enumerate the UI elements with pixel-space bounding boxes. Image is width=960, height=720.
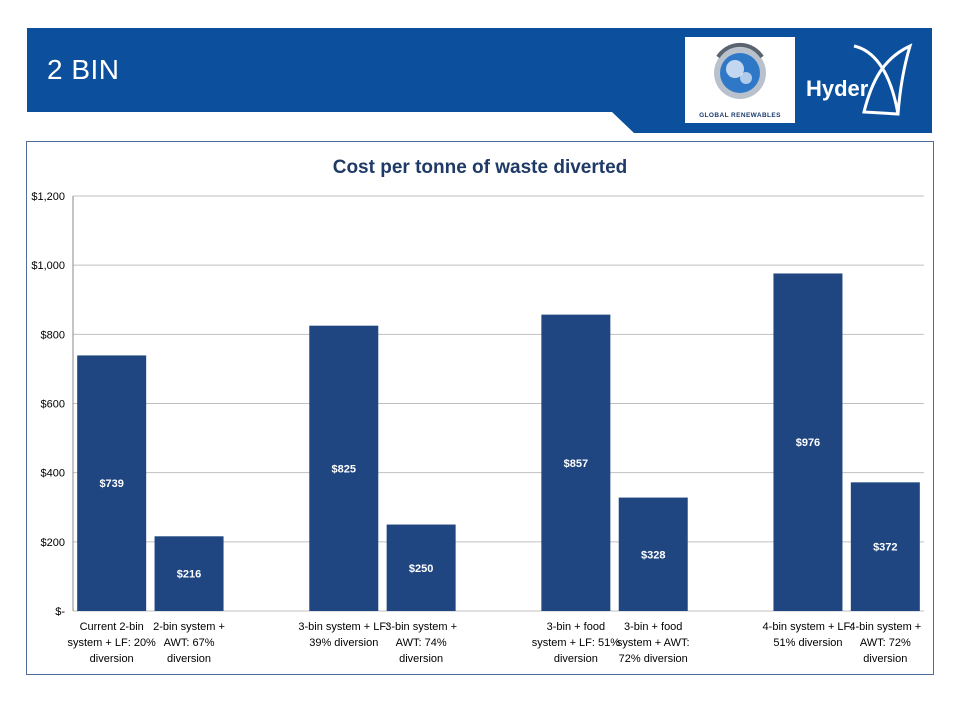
x-tick-label: 3-bin system + LF:	[298, 621, 389, 633]
x-tick-label: diversion	[167, 653, 211, 665]
data-label: $739	[99, 478, 123, 490]
y-tick-label: $800	[41, 329, 65, 341]
x-tick-label: system + LF: 51%	[532, 637, 621, 649]
y-tick-label: $600	[41, 399, 65, 411]
x-tick-label: 4-bin system + LF:	[763, 621, 854, 633]
y-tick-label: $-	[55, 606, 65, 618]
x-tick-label: 3-bin system +	[385, 621, 457, 633]
globe-icon	[714, 42, 766, 99]
x-tick-label: AWT: 74%	[396, 637, 447, 649]
x-tick-label: 51% diversion	[773, 637, 842, 649]
x-tick-label: 72% diversion	[619, 653, 688, 665]
bar	[541, 314, 611, 611]
bar-chart: Cost per tonne of waste diverted $- $200 $4…	[31, 157, 924, 665]
header-banner	[27, 28, 932, 133]
bar	[386, 524, 456, 611]
x-tick-label: 2-bin system +	[153, 621, 225, 633]
global-renewables-logo: GLOBAL RENEWABLES	[685, 37, 795, 123]
bar	[77, 355, 147, 611]
x-tick-label: diversion	[863, 653, 907, 665]
bar	[309, 325, 379, 611]
bar	[850, 482, 920, 611]
data-label: $216	[177, 569, 201, 581]
x-tick-label: AWT: 72%	[860, 637, 911, 649]
x-tick-label: 4-bin system +	[849, 621, 921, 633]
x-tick-label: diversion	[90, 653, 134, 665]
bar	[154, 536, 224, 611]
data-label: $857	[564, 458, 588, 470]
hyder-wordmark: Hyder	[806, 76, 869, 101]
x-tick-label: Current 2-bin	[80, 621, 144, 633]
slide-header: 2 BIN GLOBAL RENEWABLES Hyder	[27, 28, 932, 133]
slide-title: 2 BIN	[47, 54, 120, 85]
y-tick-label: $1,200	[31, 191, 65, 203]
data-label: $976	[796, 437, 820, 449]
data-label: $250	[409, 563, 433, 575]
hyder-swoosh-icon	[853, 43, 913, 116]
bar	[773, 273, 843, 611]
x-tick-label: 3-bin + food	[624, 621, 682, 633]
y-tick-label: $200	[41, 537, 65, 549]
x-tick-label: 3-bin + food	[547, 621, 605, 633]
hyder-logo: Hyder	[802, 40, 917, 120]
x-tick-label: AWT: 67%	[164, 637, 215, 649]
chart-title: Cost per tonne of waste diverted	[333, 157, 628, 178]
x-tick-label: system + AWT:	[617, 637, 690, 649]
y-tick-label: $1,000	[31, 260, 65, 272]
x-tick-label: diversion	[399, 653, 443, 665]
data-label: $328	[641, 549, 665, 561]
data-label: $825	[332, 463, 356, 475]
global-renewables-text: GLOBAL RENEWABLES	[699, 112, 781, 119]
bar	[618, 497, 688, 611]
x-tick-label: system + LF: 20%	[68, 637, 157, 649]
chart-frame: Cost per tonne of waste diverted $- $200 $4…	[26, 141, 934, 675]
x-tick-label: 39% diversion	[309, 637, 378, 649]
x-tick-label: diversion	[554, 653, 598, 665]
y-tick-label: $400	[41, 468, 65, 480]
data-label: $372	[873, 542, 897, 554]
